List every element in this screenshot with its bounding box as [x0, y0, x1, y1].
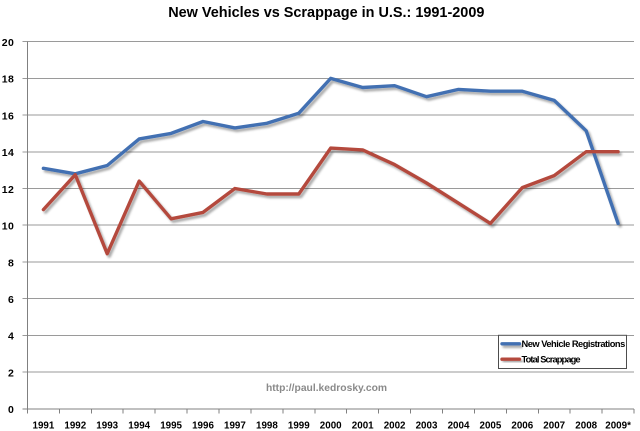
svg-text:1995: 1995	[160, 420, 182, 431]
svg-text:2003: 2003	[416, 420, 438, 431]
svg-text:2: 2	[8, 367, 14, 379]
svg-text:http://paul.kedrosky.com: http://paul.kedrosky.com	[266, 383, 387, 394]
svg-text:1991: 1991	[33, 420, 55, 431]
svg-text:16: 16	[2, 110, 14, 122]
svg-text:New Vehicle Registrations: New Vehicle Registrations	[522, 339, 626, 349]
svg-text:2000: 2000	[320, 420, 342, 431]
svg-text:0: 0	[8, 404, 14, 416]
svg-text:2004: 2004	[448, 420, 470, 431]
svg-text:2001: 2001	[352, 420, 374, 431]
svg-text:4: 4	[8, 331, 14, 343]
svg-text:20: 20	[2, 37, 14, 49]
svg-text:18: 18	[2, 74, 14, 86]
svg-text:1992: 1992	[64, 420, 86, 431]
svg-text:1994: 1994	[128, 420, 150, 431]
svg-text:12: 12	[2, 184, 14, 196]
svg-text:2008: 2008	[575, 420, 597, 431]
svg-text:1996: 1996	[192, 420, 214, 431]
svg-text:10: 10	[2, 221, 14, 233]
svg-text:Total Scrappage: Total Scrappage	[522, 355, 581, 365]
svg-text:2007: 2007	[543, 420, 565, 431]
svg-text:6: 6	[8, 294, 14, 306]
svg-text:1999: 1999	[288, 420, 310, 431]
svg-text:14: 14	[2, 147, 14, 159]
svg-text:New Vehicles vs Scrappage in U: New Vehicles vs Scrappage in U.S.: 1991-…	[168, 5, 484, 21]
svg-text:2006: 2006	[511, 420, 533, 431]
svg-text:2005: 2005	[480, 420, 502, 431]
svg-text:1997: 1997	[224, 420, 246, 431]
svg-text:2009*: 2009*	[605, 420, 631, 431]
svg-text:2002: 2002	[384, 420, 406, 431]
svg-text:1993: 1993	[96, 420, 118, 431]
svg-text:1998: 1998	[256, 420, 278, 431]
svg-text:8: 8	[8, 257, 14, 269]
